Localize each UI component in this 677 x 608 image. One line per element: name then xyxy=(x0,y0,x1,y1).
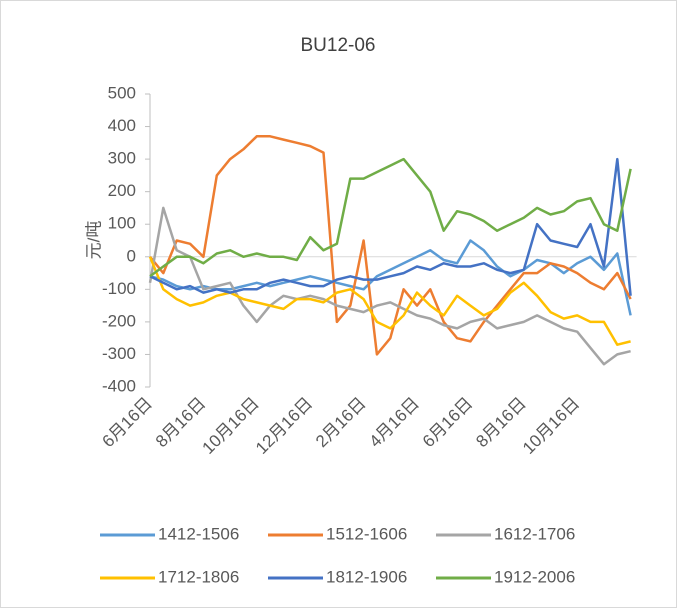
legend-label: 1812-1906 xyxy=(326,567,407,586)
y-axis-label: 元/吨 xyxy=(84,221,103,260)
chart-title: BU12-06 xyxy=(301,35,376,56)
y-tick-label: -200 xyxy=(102,311,136,330)
series-line xyxy=(149,157,632,296)
y-tick-label: -100 xyxy=(102,279,136,298)
y-tick-label: 500 xyxy=(108,83,136,102)
legend-label: 1712-1806 xyxy=(158,567,239,586)
legend-label: 1512-1606 xyxy=(326,524,407,543)
y-tick-label: 200 xyxy=(108,181,136,200)
y-tick-label: 0 xyxy=(127,246,136,265)
series-line xyxy=(148,206,631,366)
y-tick-label: 100 xyxy=(108,214,136,233)
legend-label: 1412-1506 xyxy=(158,524,239,543)
y-tick-label: 300 xyxy=(108,149,136,168)
legend-label: 1612-1706 xyxy=(494,524,575,543)
legend-label: 1912-2006 xyxy=(494,567,575,586)
y-tick-label: -300 xyxy=(102,344,136,363)
y-tick-label: -400 xyxy=(102,376,136,395)
y-tick-label: 400 xyxy=(108,116,136,135)
series-line xyxy=(149,157,632,278)
series-line xyxy=(149,135,632,356)
